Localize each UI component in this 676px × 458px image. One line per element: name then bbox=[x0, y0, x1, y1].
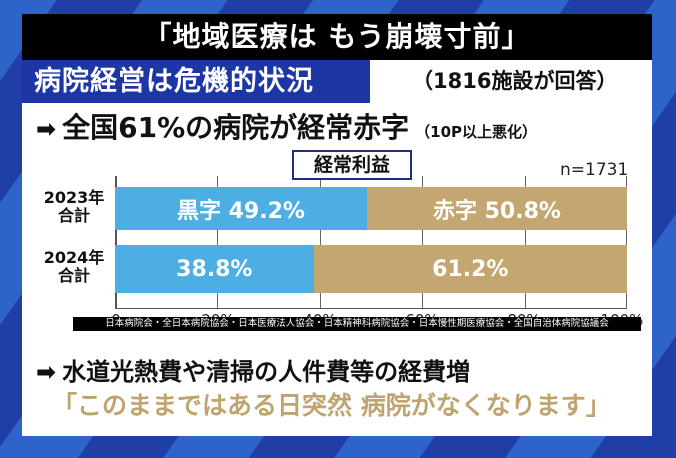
row-label-year: 2024年 bbox=[43, 248, 105, 267]
segment-profit-2023: 黒字 49.2% bbox=[115, 187, 367, 230]
headline: ➡ 全国61%の病院が経常赤字 （10P以上悪化） bbox=[36, 108, 537, 148]
stacked-bar-chart: 黒字 49.2% 赤字 50.8% 38.8% 61.2% bbox=[115, 176, 627, 309]
cost-increase-line: ➡ 水道光熱費や清掃の人件費等の経費増 bbox=[36, 352, 470, 387]
gridline-20 bbox=[217, 176, 219, 309]
subtitle-label: 病院経営は危機的状況 bbox=[22, 60, 370, 103]
segment-profit-2024: 38.8% bbox=[115, 245, 314, 293]
warning-quote: 「このままではある日突然 病院がなくなります」 bbox=[52, 391, 611, 420]
right-arrow-icon: ➡ bbox=[36, 115, 57, 143]
respondent-count-note: （1816施設が回答） bbox=[412, 69, 618, 93]
headline-note: （10P以上悪化） bbox=[415, 123, 538, 141]
chart-title: 経常利益 bbox=[292, 150, 412, 180]
cost-increase-text: 水道光熱費や清掃の人件費等の経費増 bbox=[62, 358, 471, 386]
bar-2024: 38.8% 61.2% bbox=[115, 245, 627, 293]
row-label-year: 2023年 bbox=[43, 188, 105, 207]
row-label-2023: 2023年 合計 bbox=[34, 189, 114, 225]
x-axis bbox=[115, 307, 627, 309]
page-title: 「地域医療は もう崩壊寸前」 bbox=[22, 14, 652, 60]
headline-text: 全国61%の病院が経常赤字 bbox=[62, 111, 410, 144]
segment-loss-2024: 61.2% bbox=[313, 245, 627, 293]
gridline-100 bbox=[626, 176, 627, 309]
source-caption: 日本病院会・全日本病院協会・日本医療法人協会・日本精神科病院協会・日本慢性期医療… bbox=[73, 317, 641, 331]
y-axis bbox=[115, 176, 117, 309]
row-label-total: 合計 bbox=[57, 206, 90, 225]
row-label-total: 合計 bbox=[57, 266, 90, 285]
gridline-40 bbox=[319, 176, 321, 309]
info-panel: 「地域医療は もう崩壊寸前」 病院経営は危機的状況 （1816施設が回答） ➡ 全… bbox=[22, 14, 652, 436]
segment-loss-2023: 赤字 50.8% bbox=[366, 187, 627, 230]
sample-size-label: n=1731 bbox=[560, 160, 629, 180]
gridline-80 bbox=[524, 176, 526, 309]
row-label-2024: 2024年 合計 bbox=[34, 249, 114, 285]
bar-2023: 黒字 49.2% 赤字 50.8% bbox=[115, 187, 627, 230]
right-arrow-icon: ➡ bbox=[36, 358, 57, 386]
gridline-60 bbox=[422, 176, 424, 309]
